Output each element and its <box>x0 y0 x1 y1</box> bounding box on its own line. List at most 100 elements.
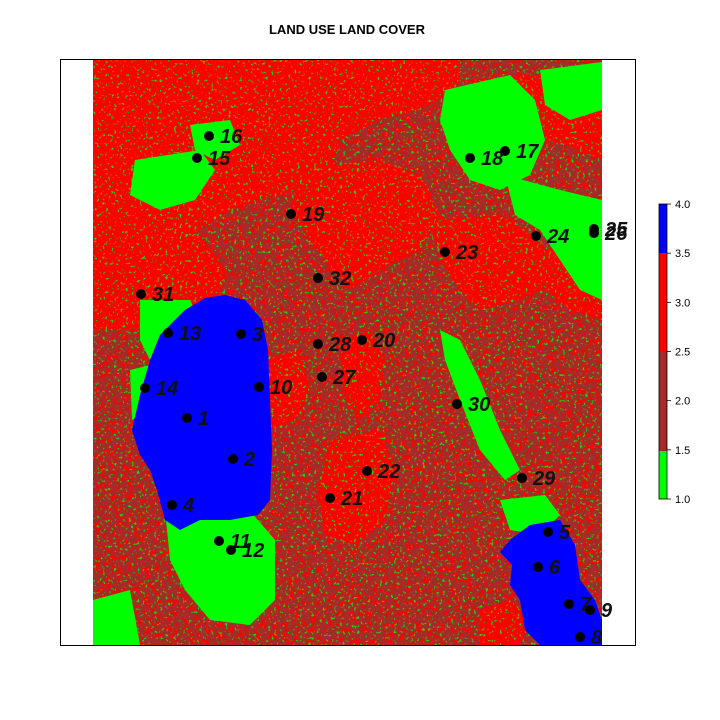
point-label-1: 1 <box>198 408 209 430</box>
point-23: 23 <box>440 242 478 264</box>
map-title: LAND USE LAND COVER <box>268 22 425 37</box>
point-22: 22 <box>362 461 400 483</box>
point-marker-16 <box>204 131 214 141</box>
point-label-13: 13 <box>179 323 201 345</box>
point-marker-12 <box>226 545 236 555</box>
point-21: 21 <box>325 488 363 510</box>
point-marker-21 <box>325 493 335 503</box>
legend-tick-label: 3.5 <box>675 248 690 260</box>
point-marker-11 <box>214 536 224 546</box>
land-cover-raster <box>93 60 602 645</box>
point-marker-31 <box>136 289 146 299</box>
color-legend: 1.0 1.5 2.0 2.5 3.0 3.5 4.0 <box>658 199 690 506</box>
point-marker-26 <box>589 228 599 238</box>
point-19: 19 <box>286 204 325 226</box>
point-16: 16 <box>204 126 243 148</box>
point-marker-5 <box>543 527 553 537</box>
point-marker-6 <box>533 562 543 572</box>
point-label-23: 23 <box>455 242 478 264</box>
point-marker-3 <box>236 329 246 339</box>
point-label-22: 22 <box>377 461 400 483</box>
point-marker-15 <box>192 153 202 163</box>
point-1: 1 <box>182 408 209 430</box>
point-marker-2 <box>228 454 238 464</box>
point-label-4: 4 <box>182 495 194 517</box>
point-label-17: 17 <box>516 141 539 163</box>
point-3: 3 <box>236 324 263 346</box>
point-label-29: 29 <box>532 468 556 490</box>
point-label-30: 30 <box>468 394 490 416</box>
class-blue-water <box>132 295 602 645</box>
point-13: 13 <box>163 323 201 345</box>
point-label-15: 15 <box>208 148 231 170</box>
point-marker-19 <box>286 209 296 219</box>
point-label-24: 24 <box>546 226 569 248</box>
point-label-20: 20 <box>372 330 395 352</box>
point-30: 30 <box>452 394 490 416</box>
legend-tick-label: 3.0 <box>675 297 690 309</box>
point-label-8: 8 <box>591 627 603 649</box>
point-32: 32 <box>313 268 351 290</box>
point-marker-32 <box>313 273 323 283</box>
point-label-25: 25 <box>604 219 628 241</box>
point-15: 15 <box>192 148 231 170</box>
point-label-32: 32 <box>329 268 351 290</box>
point-marker-20 <box>357 335 367 345</box>
point-29: 29 <box>517 468 556 490</box>
point-marker-14 <box>140 383 150 393</box>
point-label-21: 21 <box>340 488 363 510</box>
legend-tick-label: 1.0 <box>675 494 690 506</box>
point-14: 14 <box>140 378 178 400</box>
point-17: 17 <box>500 141 539 163</box>
point-marker-24 <box>531 231 541 241</box>
point-28: 28 <box>313 334 352 356</box>
point-label-6: 6 <box>549 557 561 579</box>
point-marker-28 <box>313 339 323 349</box>
point-label-3: 3 <box>252 324 263 346</box>
point-10: 10 <box>254 377 292 399</box>
point-11: 11 <box>214 531 251 553</box>
point-marker-29 <box>517 473 527 483</box>
legend-tick-label: 1.5 <box>675 445 690 457</box>
plot-border <box>60 59 636 646</box>
point-label-18: 18 <box>481 148 504 170</box>
point-marker-8 <box>575 632 585 642</box>
point-marker-9 <box>585 605 595 615</box>
point-label-19: 19 <box>302 204 325 226</box>
point-marker-1 <box>182 413 192 423</box>
legend-ticks: 1.0 1.5 2.0 2.5 3.0 3.5 4.0 <box>667 199 690 506</box>
legend-swatch-class3 <box>659 253 667 352</box>
legend-swatch-class4 <box>659 204 667 253</box>
point-label-10: 10 <box>270 377 292 399</box>
point-5: 5 <box>543 522 571 544</box>
legend-tick-label: 4.0 <box>675 199 690 211</box>
point-marker-4 <box>167 500 177 510</box>
point-20: 20 <box>357 330 395 352</box>
point-24: 24 <box>531 226 569 248</box>
point-marker-13 <box>163 328 173 338</box>
point-label-26: 26 <box>604 223 628 245</box>
legend-swatch-class1 <box>659 451 667 499</box>
point-marker-17 <box>500 146 510 156</box>
legend-swatch-class2 <box>659 352 667 451</box>
point-marker-7 <box>564 599 574 609</box>
point-12: 12 <box>226 540 264 562</box>
point-8: 8 <box>575 627 603 649</box>
point-label-2: 2 <box>243 449 255 471</box>
legend-tick-label: 2.5 <box>675 347 690 359</box>
point-9: 9 <box>585 600 613 622</box>
point-marker-22 <box>362 466 372 476</box>
point-6: 6 <box>533 557 561 579</box>
point-31: 31 <box>136 284 174 306</box>
point-marker-27 <box>317 372 327 382</box>
legend-tick-label: 2.0 <box>675 396 690 408</box>
point-2: 2 <box>228 449 255 471</box>
point-label-27: 27 <box>332 367 356 389</box>
point-label-12: 12 <box>242 540 264 562</box>
point-marker-30 <box>452 399 462 409</box>
point-label-9: 9 <box>601 600 613 622</box>
point-marker-18 <box>465 153 475 163</box>
point-label-5: 5 <box>559 522 571 544</box>
